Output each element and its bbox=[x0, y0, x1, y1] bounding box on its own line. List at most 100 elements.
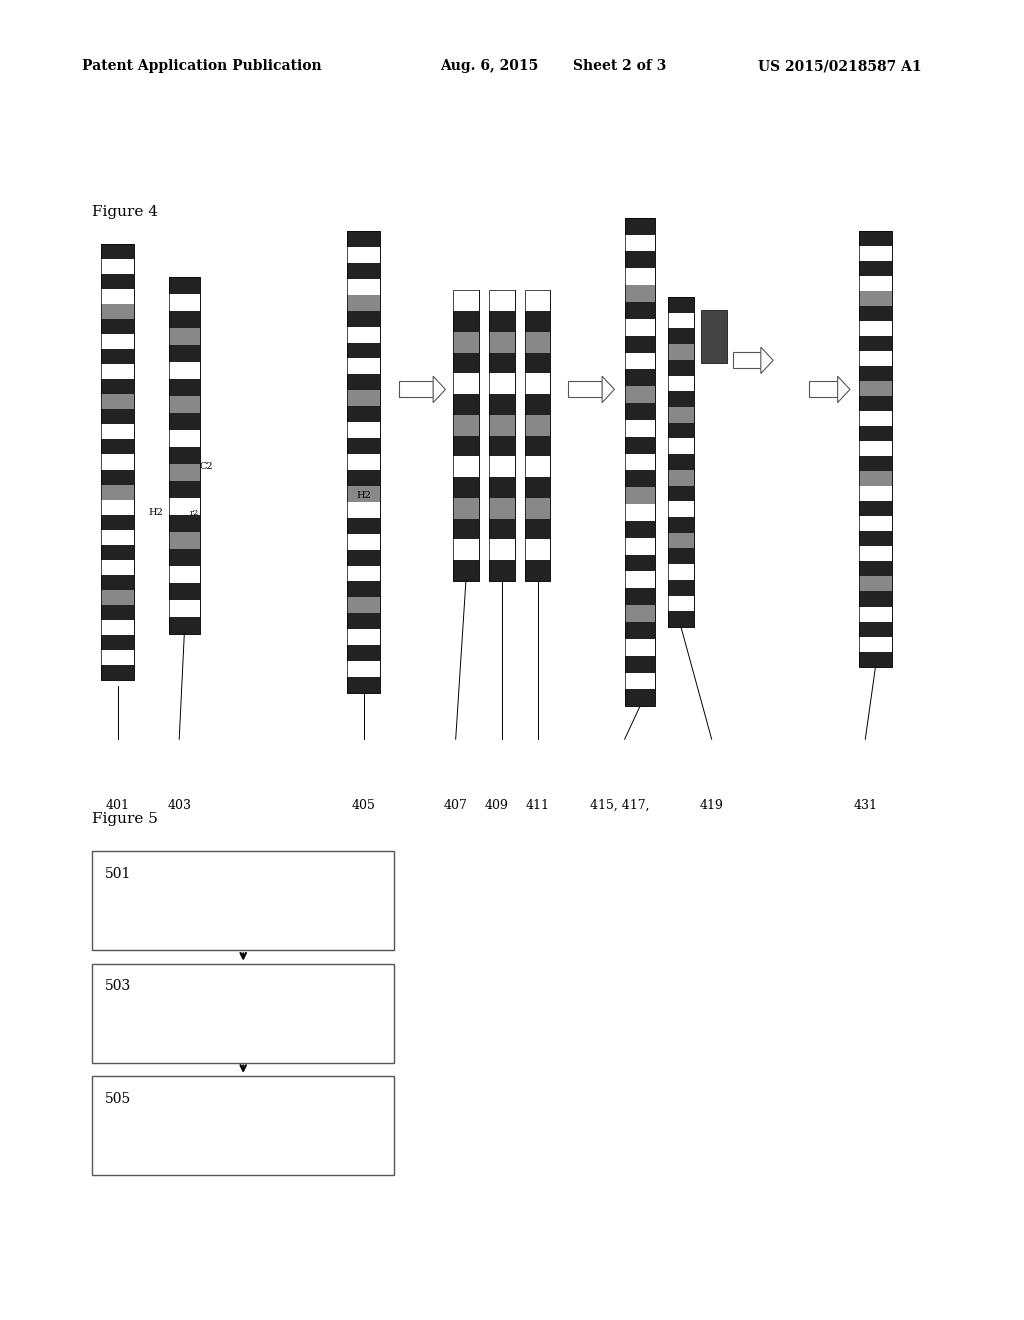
Bar bbox=[347, 342, 380, 359]
Bar bbox=[453, 414, 479, 436]
Bar bbox=[525, 290, 551, 581]
Bar bbox=[859, 231, 892, 667]
Bar bbox=[347, 517, 380, 533]
Bar bbox=[625, 622, 655, 639]
Bar bbox=[347, 533, 380, 549]
Bar bbox=[347, 263, 380, 279]
Bar bbox=[101, 499, 134, 515]
Bar bbox=[525, 498, 551, 519]
Bar bbox=[625, 387, 655, 403]
Bar bbox=[101, 605, 134, 619]
Bar bbox=[669, 486, 694, 502]
Polygon shape bbox=[761, 347, 773, 374]
Bar bbox=[489, 374, 514, 395]
Bar bbox=[347, 279, 380, 294]
Bar bbox=[347, 391, 380, 407]
Bar bbox=[625, 252, 655, 268]
Bar bbox=[453, 290, 479, 312]
Bar bbox=[859, 231, 892, 667]
Bar bbox=[525, 290, 551, 581]
Bar bbox=[489, 352, 514, 374]
Bar bbox=[169, 447, 200, 463]
Bar bbox=[169, 277, 200, 634]
Bar bbox=[347, 470, 380, 486]
Bar bbox=[489, 290, 514, 581]
Bar bbox=[625, 656, 655, 672]
Bar bbox=[347, 661, 380, 677]
Bar bbox=[489, 477, 514, 498]
Bar bbox=[169, 396, 200, 413]
Bar bbox=[625, 403, 655, 420]
Bar bbox=[525, 519, 551, 540]
Bar bbox=[669, 564, 694, 579]
Text: 411: 411 bbox=[525, 799, 550, 812]
Bar bbox=[859, 561, 892, 577]
Bar bbox=[101, 244, 134, 680]
Bar bbox=[669, 376, 694, 391]
Bar bbox=[347, 247, 380, 263]
Bar bbox=[525, 395, 551, 414]
Text: 409: 409 bbox=[484, 799, 509, 812]
Bar bbox=[859, 577, 892, 591]
Bar bbox=[453, 436, 479, 457]
Bar bbox=[169, 582, 200, 599]
Bar bbox=[859, 546, 892, 561]
Bar bbox=[669, 297, 694, 627]
Bar bbox=[733, 352, 761, 368]
Bar bbox=[669, 313, 694, 329]
Bar bbox=[669, 611, 694, 627]
Bar bbox=[525, 436, 551, 457]
Bar bbox=[92, 1076, 394, 1175]
Bar bbox=[525, 374, 551, 395]
Bar bbox=[169, 498, 200, 515]
Bar bbox=[453, 290, 479, 581]
Bar bbox=[625, 572, 655, 589]
Bar bbox=[347, 438, 380, 454]
Bar bbox=[101, 560, 134, 574]
Bar bbox=[489, 457, 514, 477]
Bar bbox=[101, 289, 134, 305]
Text: US 2015/0218587 A1: US 2015/0218587 A1 bbox=[758, 59, 922, 74]
Bar bbox=[859, 366, 892, 381]
Bar bbox=[347, 375, 380, 391]
Bar bbox=[809, 381, 838, 397]
Bar bbox=[525, 290, 551, 312]
Bar bbox=[859, 321, 892, 337]
Bar bbox=[859, 276, 892, 292]
Bar bbox=[525, 312, 551, 331]
Bar bbox=[625, 285, 655, 302]
Bar bbox=[489, 436, 514, 457]
Bar bbox=[859, 532, 892, 546]
Bar bbox=[669, 345, 694, 360]
Bar bbox=[669, 407, 694, 422]
Bar bbox=[101, 440, 134, 454]
Bar bbox=[859, 591, 892, 606]
Text: r2: r2 bbox=[189, 508, 199, 517]
Bar bbox=[625, 537, 655, 554]
Bar bbox=[169, 345, 200, 362]
Bar bbox=[525, 477, 551, 498]
Bar bbox=[101, 619, 134, 635]
Bar bbox=[669, 502, 694, 517]
Bar bbox=[625, 639, 655, 656]
Bar bbox=[347, 407, 380, 422]
Bar bbox=[169, 413, 200, 430]
Bar bbox=[169, 277, 200, 294]
Bar bbox=[669, 297, 694, 313]
Bar bbox=[453, 395, 479, 414]
Bar bbox=[453, 290, 479, 581]
Text: 405: 405 bbox=[351, 799, 376, 812]
Bar bbox=[347, 582, 380, 598]
Text: 407: 407 bbox=[443, 799, 468, 812]
Bar bbox=[101, 409, 134, 425]
Bar bbox=[669, 360, 694, 376]
Bar bbox=[489, 395, 514, 414]
Bar bbox=[525, 352, 551, 374]
Text: H2: H2 bbox=[148, 508, 164, 517]
Text: 403: 403 bbox=[167, 799, 191, 812]
Bar bbox=[169, 379, 200, 396]
Bar bbox=[347, 630, 380, 645]
Bar bbox=[625, 218, 655, 235]
Bar bbox=[347, 359, 380, 375]
Text: 503: 503 bbox=[104, 979, 131, 994]
